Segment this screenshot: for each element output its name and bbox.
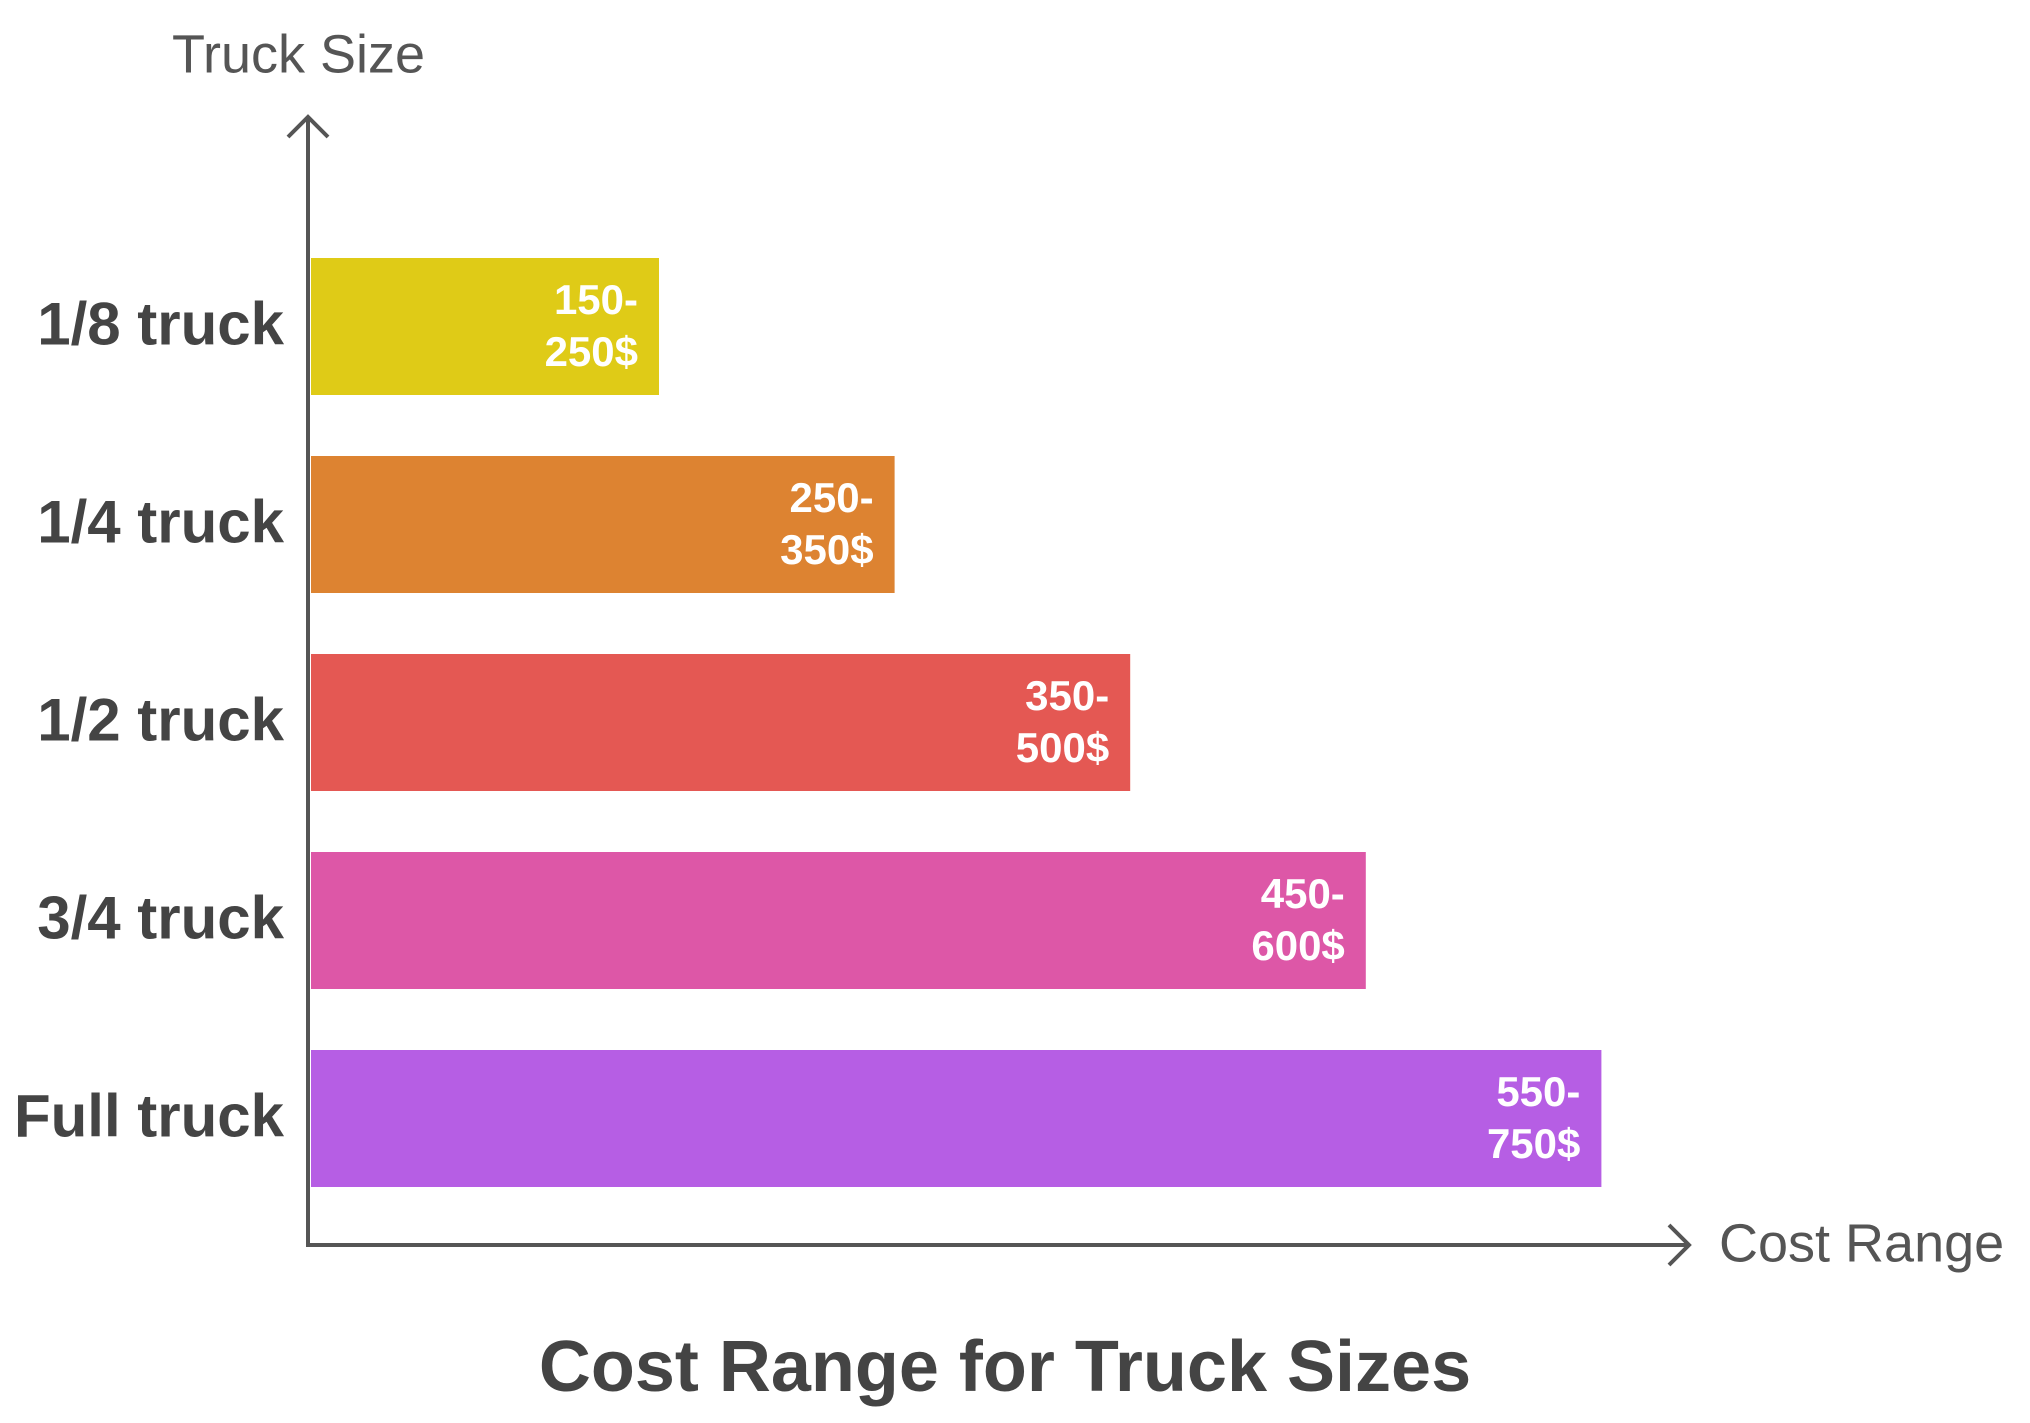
y-tick-label: 1/4 truck [37,488,284,555]
y-tick-label: 1/2 truck [37,686,284,753]
value-label: 350-500$ [1015,672,1110,771]
axes [286,114,1692,1267]
bar [311,258,659,395]
chart-title: Cost Range for Truck Sizes [539,1327,1471,1407]
y-tick-label: Full truck [14,1082,285,1149]
value-label: 450-600$ [1251,870,1345,969]
y-arrow [286,114,330,139]
bar [311,456,895,593]
value-label: 550-750$ [1486,1068,1581,1167]
x-axis-label: Cost Range [1719,1213,2004,1273]
y-tick-label: 1/8 truck [37,290,284,357]
bar [311,654,1131,791]
value-label: 150-250$ [544,276,638,375]
value-label: 250-350$ [780,474,874,573]
bar [311,852,1366,989]
y-tick-label: 3/4 truck [37,884,284,951]
x-arrow [1667,1223,1692,1267]
y-axis-label: Truck Size [172,24,425,84]
bar [311,1050,1602,1187]
